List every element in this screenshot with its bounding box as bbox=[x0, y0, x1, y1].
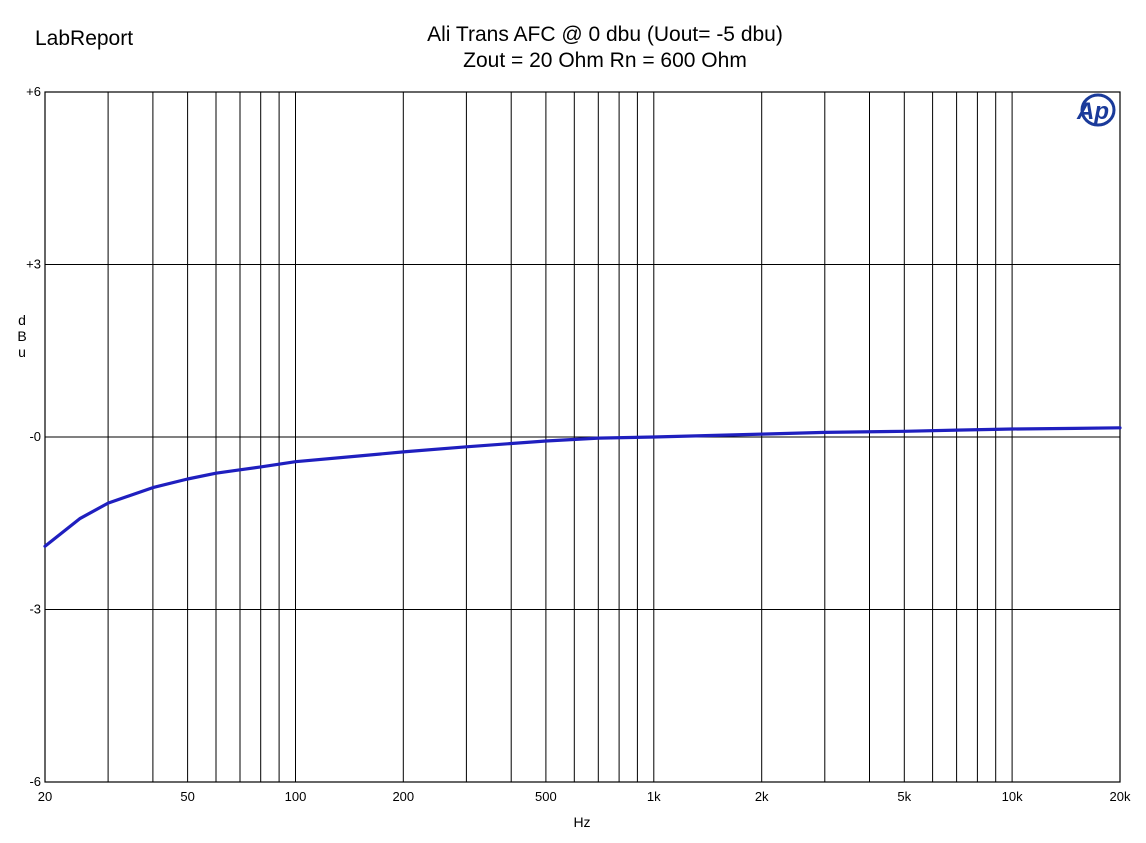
y-tick-label: -3 bbox=[29, 602, 41, 617]
title-line-2: Zout = 20 Ohm Rn = 600 Ohm bbox=[463, 49, 747, 72]
y-axis-label: dBu bbox=[17, 312, 26, 360]
series-line bbox=[43, 426, 1122, 548]
y-tick-label: -0 bbox=[29, 429, 41, 444]
x-tick-label: 2k bbox=[755, 789, 769, 804]
title-line-1: Ali Trans AFC @ 0 dbu (Uout= -5 dbu) bbox=[427, 23, 783, 46]
y-tick-label: +6 bbox=[26, 84, 41, 99]
x-tick-label: 100 bbox=[285, 789, 307, 804]
x-tick-label: 50 bbox=[180, 789, 194, 804]
x-tick-label: 20k bbox=[1110, 789, 1131, 804]
chart-title: Ali Trans AFC @ 0 dbu (Uout= -5 dbu) Zou… bbox=[300, 22, 910, 74]
x-tick-label: 20 bbox=[38, 789, 52, 804]
x-tick-labels: 20 50 100 200 500 1k 2k 5k 10k 20k bbox=[38, 789, 1131, 804]
x-axis-label: Hz bbox=[573, 814, 590, 830]
x-tick-label: 500 bbox=[535, 789, 557, 804]
grid-layer bbox=[44, 91, 1121, 783]
x-tick-label: 5k bbox=[897, 789, 911, 804]
y-axis-label-char: d bbox=[18, 312, 26, 328]
ap-logo-icon: Ap bbox=[1076, 93, 1116, 127]
y-tick-label: -6 bbox=[29, 774, 41, 789]
y-axis-label-char: u bbox=[18, 344, 26, 360]
plot-frame bbox=[44, 91, 1121, 783]
y-axis-label-char: B bbox=[17, 328, 26, 344]
x-tick-label: 10k bbox=[1002, 789, 1023, 804]
x-tick-label: 200 bbox=[392, 789, 414, 804]
y-tick-labels: +6 +3 -0 -3 -6 bbox=[26, 84, 41, 789]
x-tick-label: 1k bbox=[647, 789, 661, 804]
y-tick-label: +3 bbox=[26, 257, 41, 272]
series-layer bbox=[43, 426, 1122, 548]
brand-label: LabReport bbox=[35, 27, 134, 50]
ap-logo-text: Ap bbox=[1076, 98, 1109, 125]
